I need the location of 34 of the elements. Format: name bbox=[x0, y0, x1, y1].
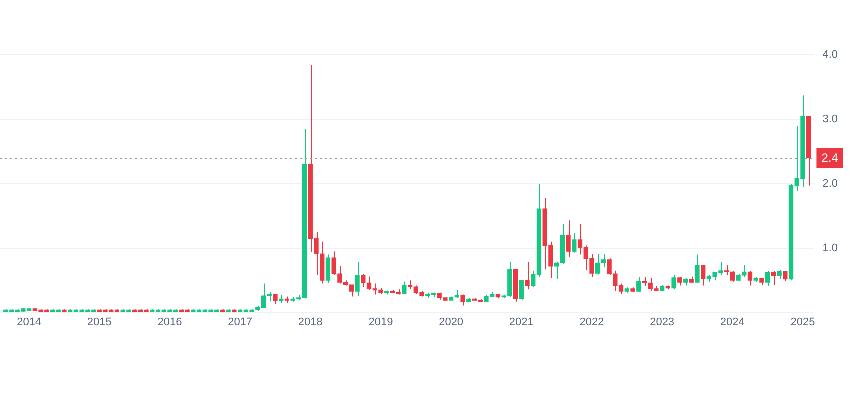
candlestick bbox=[355, 262, 360, 297]
candlestick bbox=[765, 271, 770, 287]
candlestick bbox=[672, 274, 676, 290]
candlestick bbox=[566, 220, 571, 258]
x-tick-label: 2022 bbox=[580, 316, 604, 328]
candlestick bbox=[748, 271, 753, 286]
candlestick bbox=[771, 271, 776, 286]
x-tick-label: 2025 bbox=[790, 316, 816, 328]
candlestick bbox=[572, 233, 577, 254]
candlestick bbox=[273, 294, 278, 305]
x-tick-label: 2015 bbox=[87, 316, 112, 328]
x-tick-label: 2016 bbox=[158, 316, 182, 328]
x-tick-label: 2020 bbox=[439, 316, 464, 328]
x-tick-label: 2014 bbox=[17, 316, 42, 328]
x-tick-label: 2017 bbox=[228, 316, 253, 328]
x-tick-label: 2018 bbox=[298, 316, 323, 328]
candlestick bbox=[636, 276, 642, 293]
x-tick-label: 2024 bbox=[720, 316, 745, 328]
candlestick bbox=[326, 254, 331, 284]
candlestick bbox=[783, 271, 788, 282]
x-tick-label: 2021 bbox=[509, 316, 534, 328]
y-tick-label: 3.0 bbox=[822, 113, 838, 126]
y-tick-label: 4.0 bbox=[822, 49, 838, 62]
candlestick bbox=[695, 254, 700, 284]
candlestick bbox=[701, 264, 706, 286]
x-tick-label: 2019 bbox=[368, 316, 394, 328]
candlestick bbox=[525, 262, 530, 290]
candlestick bbox=[777, 270, 782, 280]
candlestick bbox=[402, 281, 407, 295]
candlestick bbox=[519, 280, 524, 300]
y-tick-label: 2.0 bbox=[822, 178, 838, 190]
x-tick-label: 2023 bbox=[650, 316, 675, 328]
y-tick-label: 1.0 bbox=[822, 242, 838, 254]
ref-line-label: 2.4 bbox=[822, 150, 839, 165]
